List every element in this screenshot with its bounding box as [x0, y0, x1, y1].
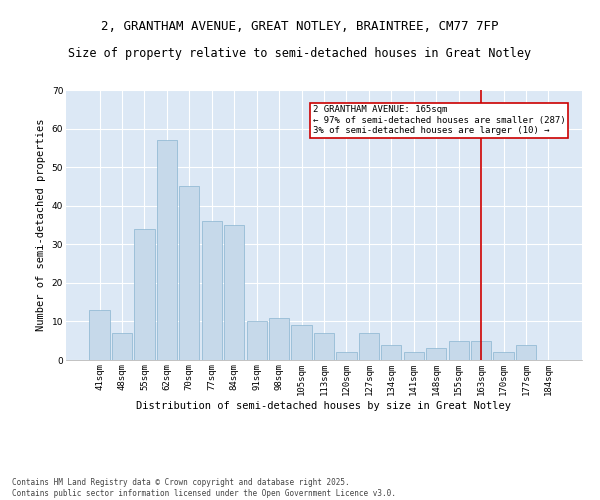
Bar [449, 340, 469, 360]
Bar [314, 333, 334, 360]
Bar [134, 229, 155, 360]
Text: 2, GRANTHAM AVENUE, GREAT NOTLEY, BRAINTREE, CM77 7FP: 2, GRANTHAM AVENUE, GREAT NOTLEY, BRAINT… [101, 20, 499, 33]
Bar [202, 221, 222, 360]
Bar [179, 186, 199, 360]
X-axis label: Distribution of semi-detached houses by size in Great Notley: Distribution of semi-detached houses by … [137, 400, 511, 410]
Bar [157, 140, 177, 360]
Bar [224, 225, 244, 360]
Bar [112, 333, 132, 360]
Bar [337, 352, 356, 360]
Bar [426, 348, 446, 360]
Bar [493, 352, 514, 360]
Bar [516, 344, 536, 360]
Text: Size of property relative to semi-detached houses in Great Notley: Size of property relative to semi-detach… [68, 48, 532, 60]
Bar [359, 333, 379, 360]
Bar [471, 340, 491, 360]
Bar [381, 344, 401, 360]
Text: 2 GRANTHAM AVENUE: 165sqm
← 97% of semi-detached houses are smaller (287)
3% of : 2 GRANTHAM AVENUE: 165sqm ← 97% of semi-… [313, 106, 565, 135]
Text: Contains HM Land Registry data © Crown copyright and database right 2025.
Contai: Contains HM Land Registry data © Crown c… [12, 478, 396, 498]
Bar [269, 318, 289, 360]
Bar [247, 322, 267, 360]
Bar [404, 352, 424, 360]
Y-axis label: Number of semi-detached properties: Number of semi-detached properties [36, 118, 46, 331]
Bar [292, 326, 311, 360]
Bar [89, 310, 110, 360]
